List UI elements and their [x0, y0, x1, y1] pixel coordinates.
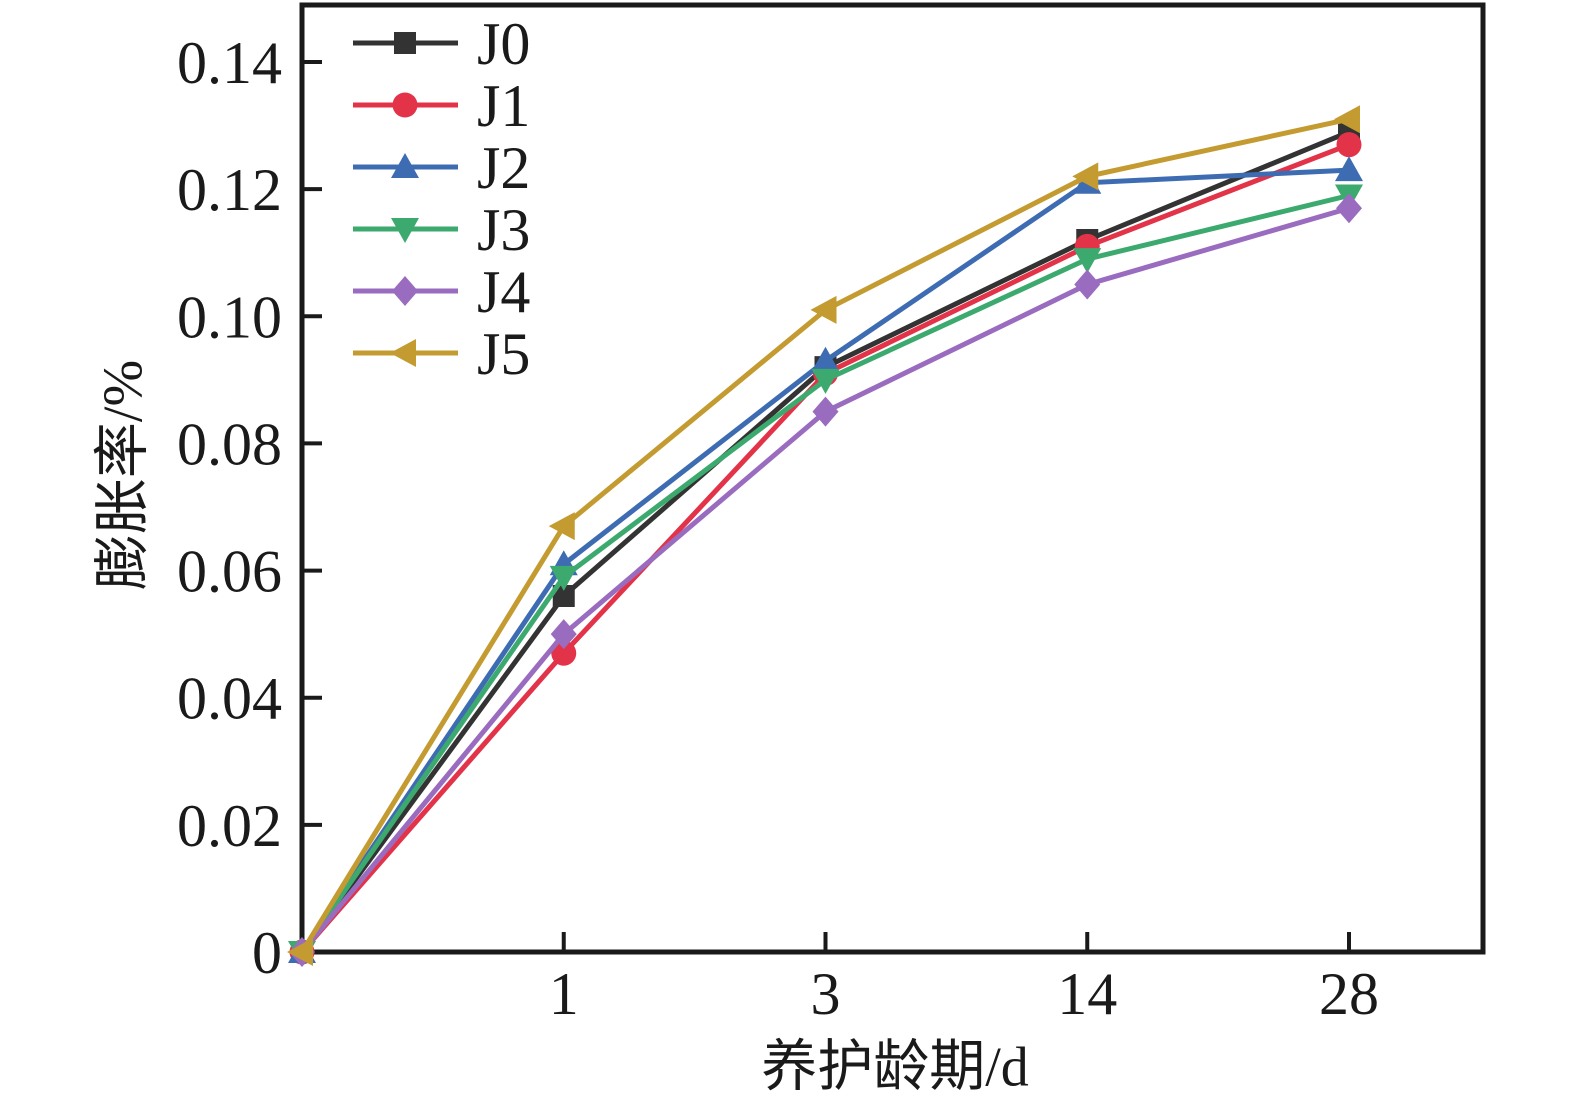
series-marker-J1 [1336, 132, 1362, 158]
x-tick-label: 28 [1319, 961, 1379, 1027]
y-tick-label: 0.06 [177, 539, 282, 605]
y-tick-label: 0.02 [177, 793, 282, 859]
series-marker-J3 [811, 368, 840, 394]
square-icon [394, 32, 416, 54]
legend-label: J2 [477, 135, 530, 201]
y-tick-label: 0.14 [177, 30, 282, 96]
triangle-left-icon [390, 339, 416, 367]
series-marker-J4 [550, 619, 577, 650]
legend-label: J0 [477, 11, 530, 77]
legend-item-J4: J4 [353, 259, 530, 325]
series-line-J2 [299, 167, 1350, 954]
plot-frame [299, 2, 1486, 955]
series-marker-J4 [1074, 269, 1101, 300]
legend-item-J3: J3 [353, 197, 530, 263]
y-tick-label: 0.12 [177, 157, 282, 223]
legend-item-J0: J0 [353, 11, 530, 77]
series-line-J4 [300, 205, 1350, 954]
x-tick-label: 1 [549, 961, 579, 1027]
series-marker-J2 [811, 346, 840, 372]
circle-icon [392, 92, 418, 118]
series-marker-J1 [551, 640, 577, 666]
series-marker-J5 [1334, 105, 1360, 134]
legend-item-J5: J5 [353, 321, 530, 387]
triangle-down-icon [391, 218, 419, 243]
legend-label: J4 [477, 259, 530, 325]
y-tick-label: 0 [252, 920, 282, 986]
legend-label: J3 [477, 197, 530, 263]
diamond-icon [392, 276, 418, 306]
triangle-up-icon [391, 153, 419, 178]
legend-label: J5 [477, 321, 530, 387]
y-tick-label: 0.04 [177, 666, 282, 732]
series-marker-J5 [1072, 162, 1099, 191]
series-marker-J5 [810, 295, 837, 324]
series-marker-J4 [812, 396, 839, 427]
series-marker-J4 [1336, 193, 1362, 224]
series-marker-J0 [552, 585, 575, 607]
legend-item-J2: J2 [353, 135, 530, 201]
y-axis-title: 膨胀率/% [92, 359, 155, 591]
y-tick-label: 0.10 [177, 284, 282, 350]
legend-label: J1 [477, 73, 530, 139]
x-axis-title: 养护龄期/d [761, 1036, 1029, 1099]
series-line-J5 [299, 116, 1350, 954]
series-marker-J5 [548, 512, 575, 541]
legend-item-J1: J1 [353, 73, 530, 139]
series-marker-J3 [1073, 248, 1102, 274]
series-marker-J3 [549, 565, 578, 591]
y-tick-label: 0.08 [177, 411, 282, 477]
series-marker-J5 [287, 938, 313, 966]
x-tick-label: 3 [811, 961, 841, 1027]
x-tick-label: 14 [1057, 961, 1117, 1027]
series-marker-J2 [1335, 156, 1363, 182]
series-line-J1 [300, 142, 1350, 954]
